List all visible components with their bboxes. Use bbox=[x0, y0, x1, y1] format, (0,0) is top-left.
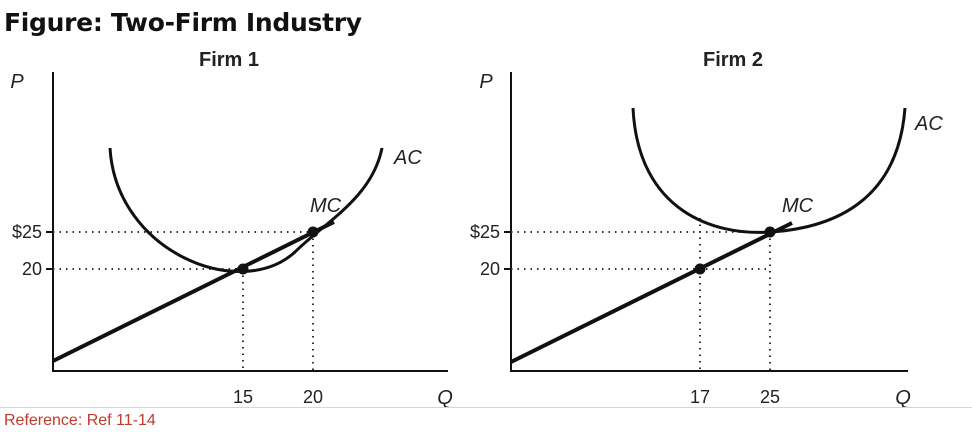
footer-divider bbox=[0, 407, 972, 408]
reference-text: Reference: Ref 11-14 bbox=[4, 412, 156, 429]
ac-curve-firm-2 bbox=[631, 107, 907, 234]
point-price-20-firm-2 bbox=[694, 263, 706, 275]
y-tick-label-20-firm-2: 20 bbox=[480, 259, 500, 279]
point-min-ac-firm-1 bbox=[237, 263, 249, 275]
x-tick-label-20-firm-1: 20 bbox=[303, 387, 323, 407]
ac-label-firm-1: AC bbox=[393, 147, 422, 169]
panel-firm-2: Firm 2 P AC MC $25 20 17 25 Q bbox=[470, 49, 943, 409]
mc-curve-firm-1 bbox=[52, 220, 335, 363]
point-price-25-firm-1 bbox=[307, 226, 319, 238]
y-tick-label-20-firm-1: 20 bbox=[22, 259, 42, 279]
mc-curve-firm-2 bbox=[510, 221, 793, 364]
mc-label-firm-2: MC bbox=[782, 195, 814, 217]
panel-firm-1: Firm 1 P AC MC $25 20 15 20 Q bbox=[10, 49, 452, 409]
y-tick-label-25-firm-1: $25 bbox=[12, 222, 42, 242]
panel-title-firm-2: Firm 2 bbox=[703, 49, 763, 71]
x-axis-label-firm-1: Q bbox=[437, 387, 453, 409]
x-tick-label-25-firm-2: 25 bbox=[760, 387, 780, 407]
x-tick-label-17-firm-2: 17 bbox=[690, 387, 710, 407]
ac-curve-firm-1 bbox=[108, 147, 384, 274]
mc-label-firm-1: MC bbox=[310, 195, 342, 217]
ac-label-firm-2: AC bbox=[914, 113, 943, 135]
y-axis-label-firm-1: P bbox=[10, 71, 24, 93]
y-axis-label-firm-2: P bbox=[479, 71, 493, 93]
x-tick-label-15-firm-1: 15 bbox=[233, 387, 253, 407]
x-axis-label-firm-2: Q bbox=[895, 387, 911, 409]
panel-title-firm-1: Firm 1 bbox=[199, 49, 259, 71]
point-min-ac-firm-2 bbox=[764, 226, 776, 238]
y-tick-label-25-firm-2: $25 bbox=[470, 222, 500, 242]
figure-title: Figure: Two-Firm Industry bbox=[4, 8, 362, 37]
